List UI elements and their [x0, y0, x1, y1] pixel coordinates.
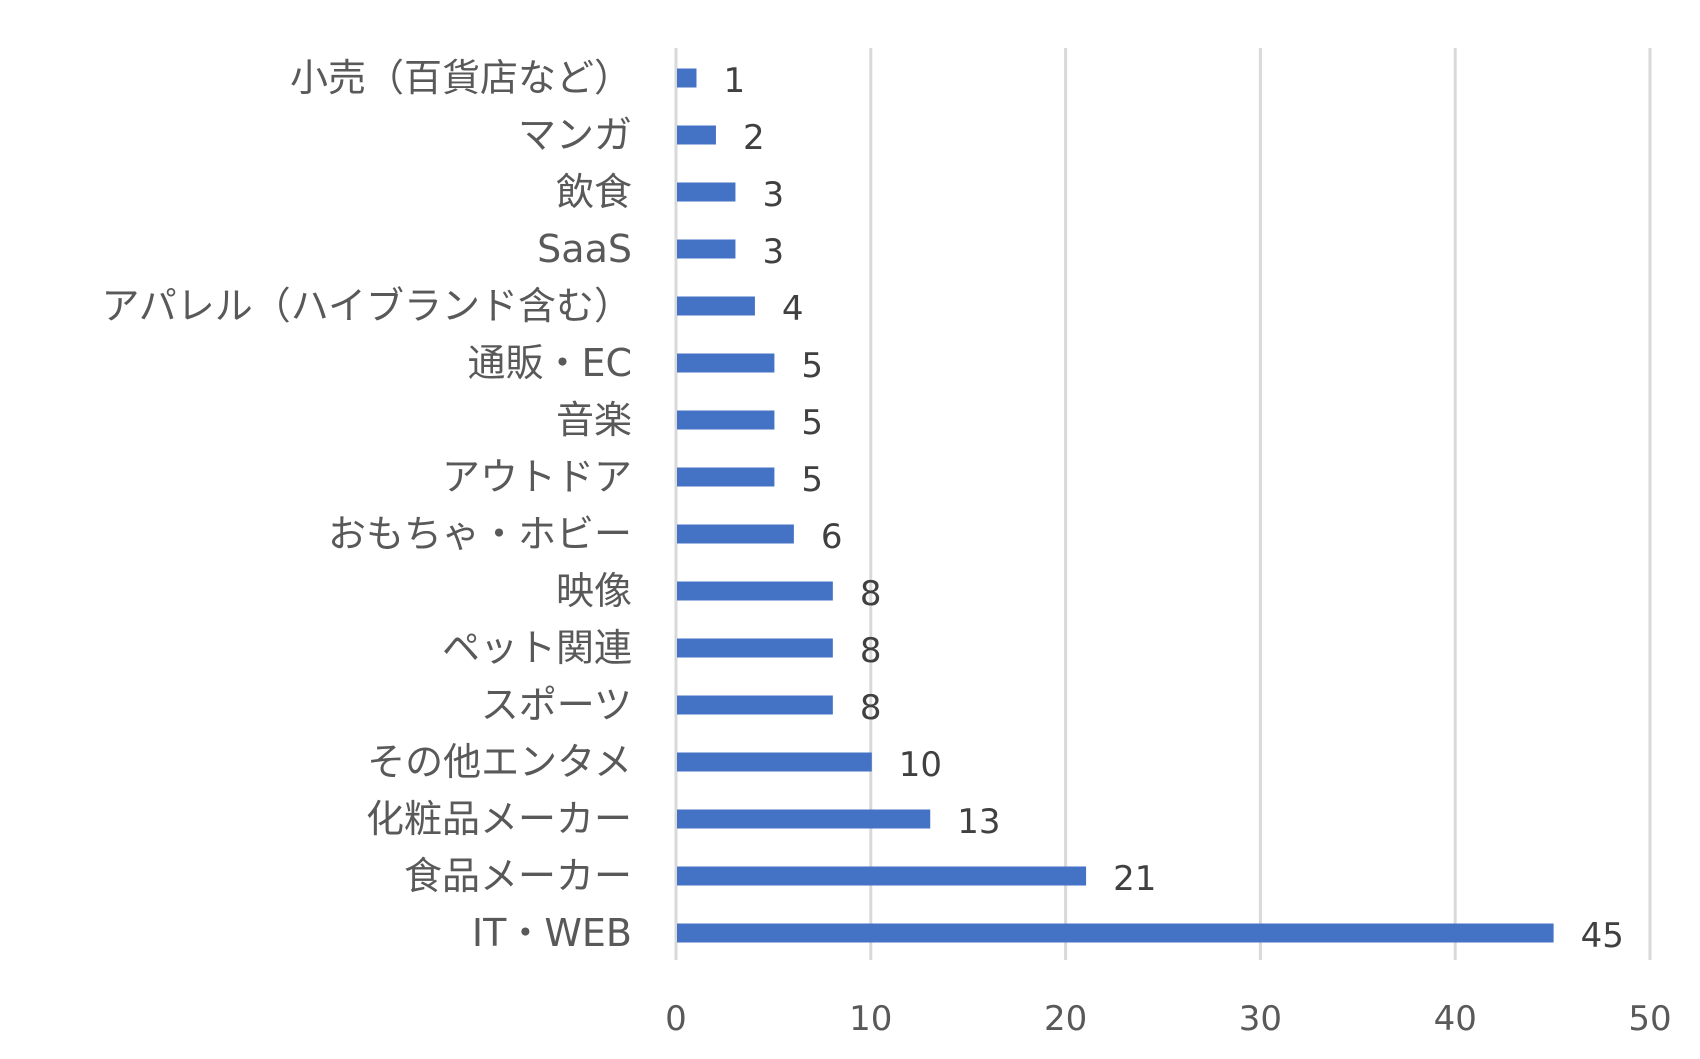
bar: [677, 410, 775, 430]
x-tick-label: 0: [665, 999, 687, 1039]
value-label: 8: [860, 574, 882, 614]
bar: [677, 866, 1087, 886]
value-label: 8: [860, 631, 882, 671]
bar: [677, 467, 775, 487]
bar: [677, 296, 755, 316]
value-label: 10: [899, 745, 942, 785]
bar: [677, 182, 736, 202]
value-label: 5: [801, 403, 823, 443]
bar: [677, 239, 736, 259]
bar: [677, 125, 716, 145]
category-label: SaaS: [537, 227, 632, 271]
category-label: アパレル（ハイブランド含む）: [102, 284, 632, 328]
category-label: その他エンタメ: [367, 740, 632, 784]
category-label: 飲食: [556, 170, 632, 214]
value-label: 5: [801, 346, 823, 386]
bar: [677, 923, 1554, 943]
bar: [677, 68, 697, 88]
value-label: 2: [743, 118, 765, 158]
value-label: 8: [860, 688, 882, 728]
value-label: 45: [1581, 916, 1624, 956]
bar: [677, 752, 872, 772]
x-tick-label: 30: [1239, 999, 1282, 1039]
bar: [677, 353, 775, 373]
category-label: ペット関連: [442, 626, 632, 670]
value-label: 13: [957, 802, 1000, 842]
value-label: 4: [782, 289, 804, 329]
value-label: 3: [762, 175, 784, 215]
category-label: 音楽: [556, 398, 632, 442]
category-label: おもちゃ・ホビー: [328, 512, 632, 556]
category-label: 小売（百貨店など）: [290, 56, 632, 100]
x-tick-label: 50: [1628, 999, 1671, 1039]
x-tick-label: 10: [849, 999, 892, 1039]
x-tick-label: 40: [1434, 999, 1477, 1039]
bar: [677, 524, 794, 544]
gridlines: [674, 48, 1652, 960]
value-label: 3: [762, 232, 784, 272]
x-tick-label: 20: [1044, 999, 1087, 1039]
category-label: 化粧品メーカー: [366, 797, 632, 841]
bar: [677, 695, 833, 715]
bar: [677, 809, 931, 829]
x-axis-ticks: 0 10 20 30 40 50: [665, 999, 1671, 1039]
value-label: 5: [801, 460, 823, 500]
value-label: 1: [723, 61, 745, 101]
bars: [677, 68, 1554, 943]
category-label: アウトドア: [442, 455, 632, 499]
category-label: マンガ: [518, 113, 632, 157]
category-label: 映像: [556, 569, 632, 613]
category-label: 通販・EC: [467, 341, 632, 385]
value-label: 21: [1113, 859, 1156, 899]
category-label: スポーツ: [481, 683, 632, 727]
value-label: 6: [821, 517, 843, 557]
category-label: IT・WEB: [472, 911, 632, 955]
bar: [677, 638, 833, 658]
bar: [677, 581, 833, 601]
category-label: 食品メーカー: [404, 854, 632, 898]
